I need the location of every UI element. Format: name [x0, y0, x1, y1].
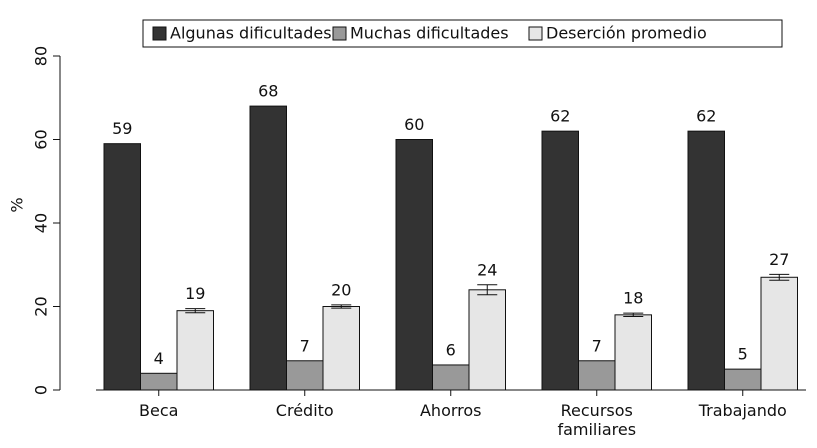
bar: [541, 130, 579, 391]
bar: [760, 276, 798, 391]
y-tick-label: 20: [32, 296, 51, 316]
x-tick-label: Recursos familiares: [557, 401, 637, 439]
data-label: 6: [446, 340, 456, 359]
legend-swatch: [152, 26, 167, 41]
x-tick-label-box: Beca: [139, 401, 179, 420]
bar: [322, 306, 360, 391]
data-label: 59: [112, 119, 132, 138]
y-tick-label: 0: [32, 385, 51, 395]
y-axis-label: %: [8, 197, 27, 212]
x-tick-label: Crédito: [275, 401, 334, 420]
data-label: 68: [258, 82, 278, 101]
bar: [395, 139, 433, 391]
data-label: 18: [623, 289, 643, 308]
data-label: 7: [592, 336, 602, 355]
legend-swatch: [332, 26, 347, 41]
data-label: 62: [696, 107, 716, 126]
data-label: 60: [404, 115, 424, 134]
data-label: 7: [300, 336, 310, 355]
data-label: 24: [477, 260, 497, 279]
bar: [468, 289, 506, 391]
legend-label: Deserción promedio: [546, 24, 707, 43]
x-tick-label-box: Ahorros: [419, 401, 482, 420]
bar: [687, 130, 725, 391]
data-label: 4: [154, 349, 164, 368]
legend-box: [142, 19, 783, 48]
data-label: 62: [550, 107, 570, 126]
bar: [286, 360, 324, 391]
legend-label: Algunas dificultades: [170, 24, 332, 43]
x-tick-label: Ahorros: [419, 401, 482, 420]
bar: [103, 143, 141, 391]
legend-swatch: [528, 26, 543, 41]
bar: [724, 368, 762, 391]
x-tick-label: Beca: [139, 401, 179, 420]
bar: [176, 310, 214, 391]
bar: [249, 105, 287, 391]
bar: [432, 364, 470, 391]
x-tick-label: Trabajando: [698, 401, 787, 420]
data-label: 5: [738, 345, 748, 364]
data-label: 27: [769, 250, 789, 269]
legend-label: Muchas dificultades: [350, 24, 509, 43]
x-tick-label-box: Trabajando: [698, 401, 787, 420]
y-tick-label: 40: [32, 213, 51, 233]
data-label: 20: [331, 280, 351, 299]
data-label: 19: [185, 284, 205, 303]
x-tick-label-box: Crédito: [275, 401, 334, 420]
x-tick-label-box: Recursos familiares: [557, 401, 637, 439]
y-tick-label: 80: [32, 46, 51, 66]
bar: [140, 372, 178, 391]
y-tick-label: 60: [32, 129, 51, 149]
bar: [578, 360, 616, 391]
bar: [614, 314, 652, 391]
